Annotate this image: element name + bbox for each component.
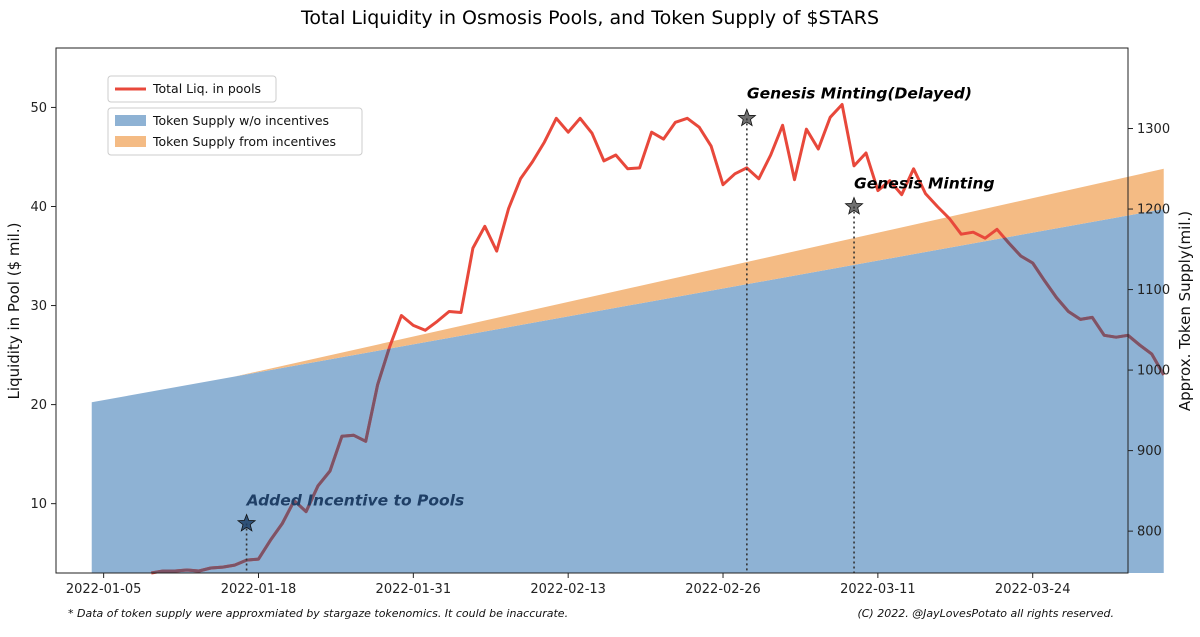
annotation-label: Genesis Minting(Delayed) [747,84,972,102]
legend-supply-base-swatch [115,115,146,126]
supply-base-area [91,209,1164,573]
y-right-tick-label: 1300 [1137,122,1170,137]
chart-title: Total Liquidity in Osmosis Pools, and To… [300,7,879,29]
annotation-markers [236,108,864,573]
y-axis-right: 800 900 1000 1100 1200 1300 [1128,122,1170,540]
y-left-tick-label: 50 [30,101,47,116]
x-tick-label: 2022-02-26 [685,582,761,597]
legend-supply-incentives-swatch [115,136,146,147]
y-right-tick-label: 1200 [1137,203,1170,218]
y-left-tick-label: 10 [30,497,47,512]
footnote-left: * Data of token supply were approxmiated… [68,607,568,620]
x-tick-label: 2022-01-31 [376,582,452,597]
y-right-tick-label: 1100 [1137,283,1170,298]
x-axis: 2022-01-05 2022-01-18 2022-01-31 2022-02-13… [66,573,1071,597]
legend-supply: Token Supply w/o incentives Token Supply… [107,107,363,156]
y-right-tick-label: 800 [1137,525,1162,540]
footnote-right: (C) 2022. @JayLovesPotato all rights res… [857,607,1114,620]
y-right-tick-label: 1000 [1137,364,1170,379]
y-axis-left-label: Liquidity in Pool ($ mil.) [5,223,23,400]
legend-supply-base-label: Token Supply w/o incentives [152,113,329,128]
x-tick-label: 2022-03-11 [840,582,916,597]
annotation-label: Added Incentive to Pools [246,491,465,509]
y-axis-right-label: Approx. Token Supply(mil.) [1176,211,1194,411]
y-left-tick-label: 30 [30,299,47,314]
annotation-star-icon [236,513,257,532]
y-right-tick-label: 900 [1137,444,1162,459]
annotation-label: Genesis Minting [854,174,995,192]
supply-areas [91,168,1164,573]
annotations: Added Incentive to Pools Genesis Minting(… [246,84,995,509]
x-tick-label: 2022-01-05 [66,582,142,597]
legend-liquidity: Total Liq. in pools [107,75,277,103]
supply-incentives-area [234,168,1164,377]
annotation-star-icon [737,108,757,127]
annotation-star-icon [844,196,864,215]
y-left-tick-label: 20 [30,398,47,413]
legend-liquidity-label: Total Liq. in pools [152,81,261,96]
liquidity-line-group [151,103,1166,575]
x-tick-label: 2022-02-13 [530,582,606,597]
y-left-tick-label: 40 [30,200,47,215]
x-tick-label: 2022-03-24 [995,582,1071,597]
legend-supply-incentives-label: Token Supply from incentives [152,134,336,149]
plot-frame [55,47,1129,574]
y-axis-left: 10 20 30 40 50 [30,101,56,512]
x-tick-label: 2022-01-18 [221,582,297,597]
